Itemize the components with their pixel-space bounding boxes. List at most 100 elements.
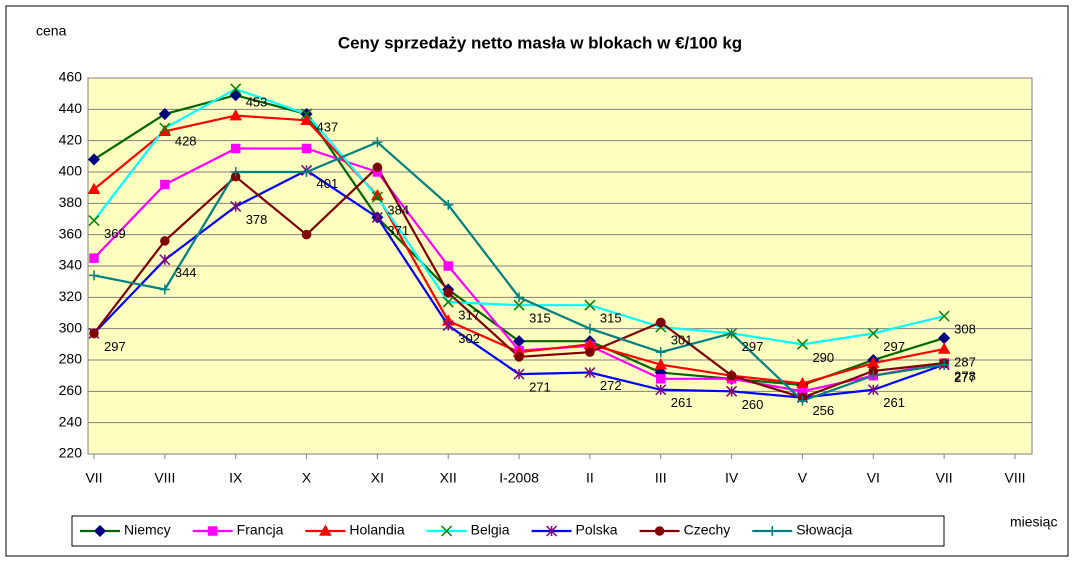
marker <box>89 253 99 263</box>
legend-label: Niemcy <box>124 522 171 538</box>
marker <box>301 167 312 177</box>
y-tick-label: 360 <box>59 225 83 241</box>
marker <box>229 89 242 102</box>
y-tick-label: 420 <box>59 131 83 147</box>
data-label: 371 <box>387 223 409 238</box>
marker <box>656 317 666 328</box>
marker <box>159 254 171 266</box>
marker <box>443 287 453 298</box>
marker <box>443 199 454 210</box>
marker <box>584 367 596 379</box>
data-label: 277 <box>954 370 976 385</box>
data-label: 301 <box>671 333 693 348</box>
y-tick-label: 380 <box>59 194 83 210</box>
y-tick-label: 220 <box>59 445 83 461</box>
marker <box>230 143 241 154</box>
marker <box>230 167 241 177</box>
marker <box>93 524 107 538</box>
marker <box>87 182 101 194</box>
marker <box>726 328 737 339</box>
marker <box>867 384 879 396</box>
marker <box>158 107 171 121</box>
legend-label: Francja <box>237 522 284 538</box>
data-label: 308 <box>954 322 976 337</box>
marker <box>868 370 879 381</box>
marker <box>726 385 738 397</box>
data-label: 290 <box>812 350 834 365</box>
y-tick-label: 340 <box>59 257 83 273</box>
y-tick-label: 240 <box>59 413 83 429</box>
legend-label: Czechy <box>684 522 731 538</box>
x-tick-label: XII <box>440 470 457 486</box>
x-tick-label: VI <box>867 470 880 486</box>
marker <box>372 137 383 148</box>
marker <box>159 284 170 295</box>
marker <box>767 526 778 536</box>
marker <box>230 200 242 212</box>
marker <box>867 327 879 339</box>
data-label: 315 <box>529 311 551 326</box>
marker <box>513 368 525 380</box>
x-axis-label: miesiąc <box>1010 514 1057 530</box>
marker <box>87 153 101 166</box>
x-tick-label: III <box>655 470 667 486</box>
data-label: 384 <box>387 203 409 218</box>
marker <box>441 525 453 537</box>
marker <box>442 320 454 332</box>
y-tick-label: 460 <box>59 69 83 85</box>
marker <box>300 113 313 126</box>
y-tick-label: 300 <box>59 319 83 335</box>
x-tick-label: VIII <box>154 470 175 486</box>
data-label: 261 <box>671 395 693 410</box>
marker <box>160 179 170 190</box>
marker <box>319 524 332 536</box>
data-label: 256 <box>812 403 834 418</box>
x-tick-label: IV <box>725 470 739 486</box>
data-label: 317 <box>458 307 480 322</box>
data-label: 369 <box>104 226 126 241</box>
marker <box>207 526 218 536</box>
marker <box>372 162 383 173</box>
data-label: 437 <box>317 119 339 134</box>
data-label: 401 <box>317 176 339 191</box>
marker <box>584 323 595 334</box>
marker <box>230 83 242 95</box>
marker <box>301 229 312 240</box>
data-label: 272 <box>600 378 622 393</box>
marker <box>89 328 99 339</box>
marker <box>546 525 558 537</box>
x-tick-label: V <box>798 470 808 486</box>
marker <box>160 236 170 246</box>
data-label: 344 <box>175 265 197 280</box>
marker <box>655 347 666 358</box>
marker <box>89 270 99 281</box>
marker <box>939 359 950 370</box>
x-tick-label: VII <box>85 470 102 486</box>
x-tick-label: XI <box>371 470 384 486</box>
y-tick-label: 280 <box>59 351 83 367</box>
x-tick-label: X <box>302 470 312 486</box>
marker <box>443 261 453 271</box>
marker <box>584 299 596 311</box>
y-tick-label: 320 <box>59 288 83 304</box>
data-label: 260 <box>742 397 764 412</box>
marker <box>796 338 808 350</box>
data-label: 278 <box>954 369 976 384</box>
marker <box>937 342 951 354</box>
chart-title: Ceny sprzedaży netto masła w blokach w €… <box>338 33 742 52</box>
marker <box>442 296 454 308</box>
marker <box>654 358 668 370</box>
marker <box>796 376 809 389</box>
marker <box>654 526 665 536</box>
data-label: 378 <box>246 212 268 227</box>
marker <box>513 299 525 311</box>
data-label: 297 <box>883 339 905 354</box>
marker <box>656 374 666 384</box>
data-label: 287 <box>954 354 976 369</box>
y-axis-label: cena <box>36 23 67 39</box>
legend-label: Słowacja <box>796 522 852 538</box>
data-label: 297 <box>742 339 764 354</box>
marker <box>371 211 383 223</box>
data-label: 271 <box>529 380 551 395</box>
data-label: 261 <box>883 395 905 410</box>
